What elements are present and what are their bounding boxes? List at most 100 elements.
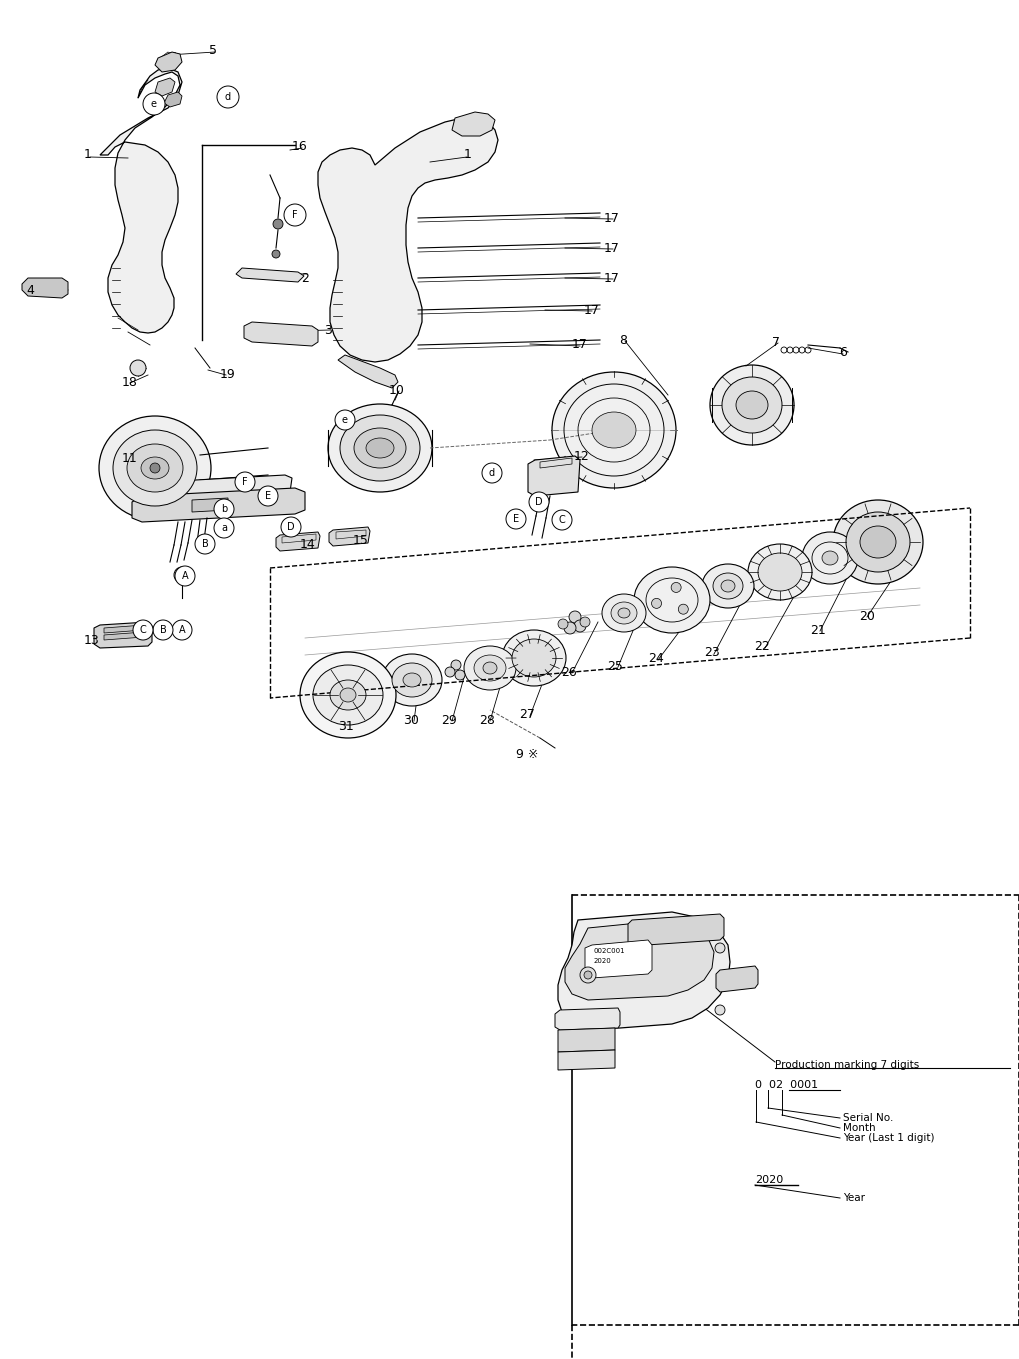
Text: 28: 28 <box>479 713 495 727</box>
Circle shape <box>150 463 160 473</box>
Circle shape <box>445 667 455 677</box>
Ellipse shape <box>713 573 743 599</box>
Ellipse shape <box>340 688 356 703</box>
Text: 24: 24 <box>648 652 663 666</box>
Ellipse shape <box>330 680 366 709</box>
Text: 29: 29 <box>441 713 457 727</box>
Text: e: e <box>151 99 157 109</box>
Ellipse shape <box>748 544 812 601</box>
Ellipse shape <box>392 663 432 697</box>
Circle shape <box>672 583 681 593</box>
Text: 18: 18 <box>122 375 138 389</box>
Ellipse shape <box>474 655 506 681</box>
Text: 25: 25 <box>607 659 623 673</box>
Circle shape <box>272 250 280 258</box>
Text: 17: 17 <box>604 272 620 284</box>
Text: d: d <box>489 467 495 478</box>
Circle shape <box>258 487 278 506</box>
Circle shape <box>235 472 255 492</box>
Text: Month: Month <box>843 1123 875 1133</box>
Circle shape <box>153 620 173 640</box>
Ellipse shape <box>113 429 197 506</box>
Circle shape <box>172 620 192 640</box>
Polygon shape <box>558 912 730 1027</box>
Text: 10: 10 <box>389 383 405 397</box>
Polygon shape <box>22 279 68 298</box>
Polygon shape <box>528 457 580 496</box>
Circle shape <box>482 463 502 482</box>
Text: 4: 4 <box>26 284 34 296</box>
Text: F: F <box>292 211 298 220</box>
Text: 17: 17 <box>572 338 588 352</box>
Ellipse shape <box>758 553 802 591</box>
Ellipse shape <box>802 531 858 584</box>
Circle shape <box>506 510 526 529</box>
Ellipse shape <box>618 607 630 618</box>
Polygon shape <box>716 966 758 992</box>
Text: 21: 21 <box>810 624 825 636</box>
Ellipse shape <box>611 602 637 624</box>
Circle shape <box>195 534 215 554</box>
Circle shape <box>143 92 165 116</box>
Text: 9 ※: 9 ※ <box>516 749 538 761</box>
Text: a: a <box>221 523 227 533</box>
Polygon shape <box>585 940 652 978</box>
Ellipse shape <box>721 580 735 593</box>
Text: 0  02  0001: 0 02 0001 <box>755 1080 818 1090</box>
Text: 23: 23 <box>704 647 719 659</box>
Text: 2020: 2020 <box>594 958 611 964</box>
Circle shape <box>580 968 596 983</box>
Polygon shape <box>318 118 498 361</box>
Ellipse shape <box>382 654 442 705</box>
Ellipse shape <box>99 416 211 520</box>
Ellipse shape <box>502 631 566 686</box>
Ellipse shape <box>552 372 676 488</box>
Ellipse shape <box>483 662 497 674</box>
Text: E: E <box>513 514 519 525</box>
Text: 15: 15 <box>353 534 369 548</box>
Circle shape <box>679 605 688 614</box>
Circle shape <box>552 510 572 530</box>
Polygon shape <box>164 92 182 107</box>
Circle shape <box>174 567 190 583</box>
Polygon shape <box>155 52 182 72</box>
Polygon shape <box>338 355 398 389</box>
Ellipse shape <box>736 391 768 419</box>
Text: 11: 11 <box>122 451 138 465</box>
Text: 26: 26 <box>561 666 577 678</box>
Circle shape <box>214 518 234 538</box>
Polygon shape <box>152 476 292 501</box>
Circle shape <box>558 618 568 629</box>
Text: F: F <box>243 477 248 487</box>
Polygon shape <box>558 1051 615 1070</box>
Text: Year (Last 1 digit): Year (Last 1 digit) <box>843 1133 934 1143</box>
Ellipse shape <box>634 567 710 633</box>
Circle shape <box>451 660 461 670</box>
Text: C: C <box>558 515 566 525</box>
Text: 30: 30 <box>404 713 419 727</box>
Text: B: B <box>202 540 208 549</box>
Text: 1: 1 <box>464 148 472 162</box>
Ellipse shape <box>592 412 636 448</box>
Ellipse shape <box>366 438 394 458</box>
Circle shape <box>281 516 301 537</box>
Circle shape <box>273 219 283 230</box>
Polygon shape <box>192 497 228 512</box>
Text: A: A <box>181 571 189 582</box>
Ellipse shape <box>602 594 646 632</box>
Text: E: E <box>265 491 271 501</box>
Text: Production marking 7 digits: Production marking 7 digits <box>775 1060 919 1070</box>
Polygon shape <box>329 527 370 546</box>
Text: Serial No.: Serial No. <box>843 1113 894 1123</box>
Circle shape <box>564 622 576 635</box>
Ellipse shape <box>722 376 782 434</box>
Circle shape <box>130 360 146 376</box>
Circle shape <box>529 492 549 512</box>
Ellipse shape <box>464 646 516 690</box>
Polygon shape <box>452 111 495 136</box>
Circle shape <box>715 943 725 953</box>
Circle shape <box>335 410 355 429</box>
Ellipse shape <box>328 404 432 492</box>
Polygon shape <box>385 420 398 429</box>
Ellipse shape <box>860 526 896 559</box>
